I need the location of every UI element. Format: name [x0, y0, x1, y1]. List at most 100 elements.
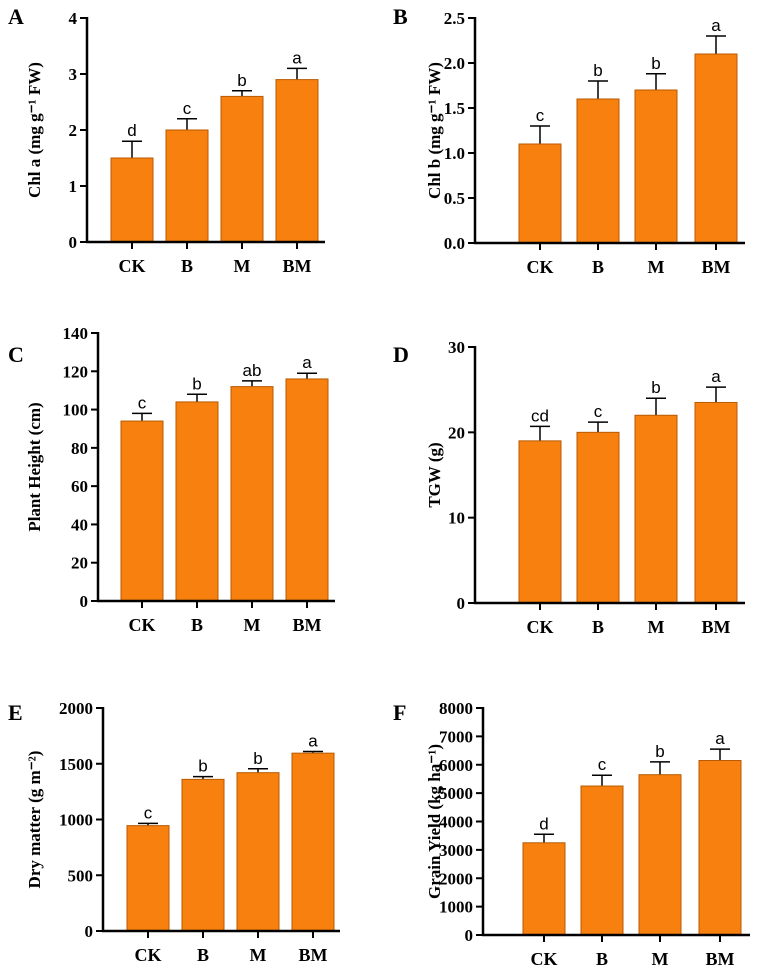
- y-tick-label: 3: [69, 65, 78, 84]
- x-tick-label: BM: [293, 615, 322, 635]
- bar-bm: [285, 378, 329, 602]
- bar-ck: [518, 143, 562, 244]
- bar-m: [230, 386, 274, 602]
- bar-m: [236, 772, 280, 932]
- x-tick-label: CK: [129, 615, 156, 635]
- y-tick-label: 6000: [439, 756, 473, 775]
- y-tick-label: 1000: [59, 811, 93, 830]
- panel-d: Dcd CK c Bb Ma BM 0 10 20 30 TGW (g): [393, 338, 745, 637]
- y-tick-label: 100: [63, 401, 89, 420]
- significance-letter: b: [198, 757, 207, 776]
- y-tick-label: 4000: [439, 813, 473, 832]
- panel-f: Fd CK c Bb Ma BM 0 1000 2000 3000 4000 5000 6000 7000…: [393, 699, 750, 967]
- significance-letter: b: [253, 749, 262, 768]
- bar-m: [220, 95, 264, 243]
- x-tick-label: B: [181, 256, 193, 276]
- x-tick-label: M: [244, 615, 261, 635]
- panel-c: Cc CK b Bab Ma BM 0 20 40 60 80 100 120 140 Plant Heig…: [8, 324, 335, 635]
- y-axis-label: TGW (g): [425, 442, 444, 507]
- significance-letter: d: [539, 814, 548, 833]
- y-axis-label: Chl a (mg g⁻¹ FW): [25, 62, 44, 198]
- significance-letter: c: [138, 393, 147, 412]
- x-tick-label: B: [596, 949, 608, 967]
- y-tick-label: 3000: [439, 841, 473, 860]
- panel-a: Ad CK c Bb Ma BM 0 1 2 3 4 Chl a (mg g⁻¹ FW): [8, 4, 325, 276]
- x-tick-label: B: [592, 617, 604, 637]
- significance-letter: b: [651, 378, 660, 397]
- y-tick-label: 7000: [439, 727, 473, 746]
- y-tick-label: 0: [457, 594, 466, 613]
- x-tick-label: B: [592, 257, 604, 277]
- x-tick-label: BM: [299, 945, 328, 965]
- bar-ck: [120, 420, 164, 602]
- y-tick-label: 4: [69, 9, 78, 28]
- significance-letter: a: [711, 367, 721, 386]
- panel-letter: F: [393, 700, 406, 725]
- x-tick-label: M: [652, 949, 669, 967]
- panel-letter: A: [8, 4, 24, 29]
- y-tick-label: 2: [69, 121, 78, 140]
- y-tick-label: 1000: [439, 898, 473, 917]
- bar-ck: [518, 440, 562, 604]
- y-tick-label: 1: [69, 177, 78, 196]
- x-tick-label: BM: [702, 257, 731, 277]
- x-tick-label: CK: [527, 617, 554, 637]
- y-tick-label: 500: [68, 866, 94, 885]
- y-tick-label: 0: [465, 926, 474, 945]
- x-tick-label: M: [250, 945, 267, 965]
- significance-letter: a: [715, 729, 725, 748]
- bar-m: [634, 89, 678, 244]
- bar-ck: [126, 825, 170, 932]
- bar-bm: [694, 401, 738, 604]
- significance-letter: d: [127, 121, 136, 140]
- x-tick-label: BM: [706, 949, 735, 967]
- x-tick-label: M: [648, 257, 665, 277]
- y-tick-label: 0: [69, 233, 78, 252]
- bar-b: [576, 98, 620, 244]
- y-tick-label: 2.5: [444, 9, 465, 28]
- panel-letter: B: [393, 4, 408, 29]
- significance-letter: c: [536, 106, 545, 125]
- y-tick-label: 2000: [439, 869, 473, 888]
- x-tick-label: B: [197, 945, 209, 965]
- significance-letter: c: [598, 755, 607, 774]
- significance-letter: ab: [243, 361, 262, 380]
- significance-letter: a: [711, 16, 721, 35]
- panel-b: Bc CK b Bb Ma BM 0.0 0.5 1.0 1.5 2.0 2.5 Chl b (mg g…: [393, 4, 745, 277]
- x-tick-label: M: [234, 256, 251, 276]
- significance-letter: a: [308, 731, 318, 750]
- y-axis-label: Dry matter (g m⁻²): [25, 751, 44, 889]
- y-tick-label: 60: [71, 477, 88, 496]
- y-tick-label: 0: [80, 592, 89, 611]
- bar-m: [634, 414, 678, 604]
- x-tick-label: CK: [527, 257, 554, 277]
- bar-b: [181, 778, 225, 932]
- y-axis-label: Grain Yield (kg ha⁻¹): [425, 744, 444, 899]
- y-tick-label: 0.5: [444, 189, 465, 208]
- y-tick-label: 8000: [439, 699, 473, 718]
- panel-e: Ec CK b Bb Ma BM 0 500 1000 1500 2000 Dry matter (g…: [8, 699, 340, 965]
- significance-letter: c: [594, 402, 603, 421]
- y-tick-label: 80: [71, 439, 88, 458]
- y-tick-label: 0: [85, 922, 94, 941]
- panel-letter: D: [393, 342, 409, 367]
- bar-b: [580, 785, 624, 936]
- bar-b: [576, 431, 620, 604]
- y-tick-label: 10: [448, 509, 465, 528]
- x-tick-label: B: [191, 615, 203, 635]
- significance-letter: a: [302, 353, 312, 372]
- y-axis-label: Plant Height (cm): [25, 402, 44, 531]
- y-tick-label: 1.5: [444, 99, 465, 118]
- significance-letter: c: [144, 803, 153, 822]
- y-tick-label: 30: [448, 338, 465, 357]
- y-tick-label: 140: [63, 324, 89, 343]
- bar-bm: [291, 752, 335, 932]
- significance-letter: b: [192, 374, 201, 393]
- x-tick-label: M: [648, 617, 665, 637]
- significance-letter: b: [237, 71, 246, 90]
- x-tick-label: BM: [702, 617, 731, 637]
- x-tick-label: CK: [135, 945, 162, 965]
- significance-letter: c: [183, 99, 192, 118]
- y-tick-label: 20: [448, 423, 465, 442]
